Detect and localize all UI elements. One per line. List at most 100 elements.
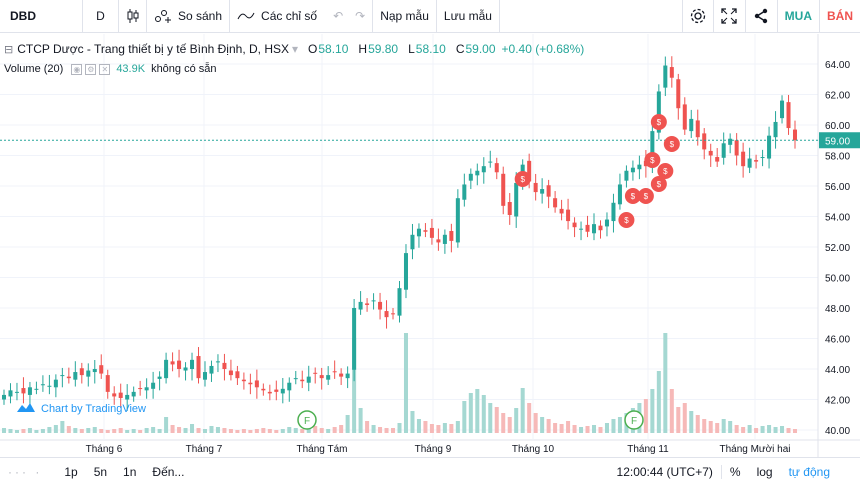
buy-button[interactable]: MUA (778, 0, 820, 33)
symbol-search-button[interactable]: DBD (0, 0, 83, 33)
candle (332, 371, 337, 373)
event-marker-label: F (631, 416, 637, 427)
volume-bar (689, 411, 694, 433)
interval-button[interactable]: D (83, 0, 119, 33)
volume-bar (274, 430, 279, 433)
legend-menu-icon[interactable]: ▾ (292, 42, 299, 56)
volume-bar (391, 428, 396, 433)
candle (410, 234, 415, 250)
candle (105, 375, 110, 392)
candle (604, 219, 609, 227)
candle (702, 133, 707, 150)
dividend-marker: $ (514, 171, 531, 187)
candle (183, 367, 188, 371)
candle (514, 182, 519, 217)
candle (345, 373, 350, 379)
volume-settings-icon[interactable]: ⚙ (85, 63, 97, 75)
legend-collapse-icon[interactable]: ⊟ (4, 43, 14, 56)
percent-scale-button[interactable]: % (729, 465, 741, 479)
volume-legend: Volume (20) ◉ ⚙ ✕ 43.9K không có sẵn (4, 63, 217, 75)
volume-bar (786, 428, 791, 433)
sell-button[interactable]: BÁN (820, 0, 860, 33)
candle (157, 376, 162, 379)
volume-bar (177, 427, 182, 433)
volume-bar (164, 417, 169, 433)
tradingview-brand[interactable]: Chart by TradingView (14, 401, 146, 416)
volume-bar (449, 424, 454, 433)
dividend-marker-label: $ (650, 156, 655, 165)
clock-label: 12:00:44 (UTC+7) (609, 465, 722, 479)
candle (611, 202, 616, 222)
undo-icon[interactable]: ↶ (333, 9, 344, 23)
close-label: C (455, 42, 465, 56)
candle (617, 184, 622, 205)
volume-bar (455, 421, 460, 433)
legend-title: CTCP Dược - Trang thiết bị y tế Bình Địn… (17, 42, 289, 56)
volume-bar (475, 389, 480, 433)
candle (741, 151, 746, 167)
close-value: 59.00 (465, 42, 496, 56)
volume-bar (540, 417, 545, 433)
volume-bar (345, 415, 350, 433)
fullscreen-button[interactable] (714, 0, 746, 33)
volume-bar (384, 428, 389, 433)
redo-icon[interactable]: ↷ (355, 9, 366, 23)
indicators-icon (237, 9, 255, 23)
volume-bar (196, 428, 201, 433)
candle (287, 382, 292, 391)
event-marker: F (297, 410, 317, 430)
candle (339, 373, 344, 377)
volume-bar (442, 423, 447, 433)
load-template-label: Nạp mẫu (380, 9, 429, 23)
volume-bar (695, 415, 700, 433)
brand-label: Chart by TradingView (41, 402, 146, 415)
price-chart[interactable]: 64.00 62.00 60.00 58.00 56.00 54.00 52.00 50.00… (0, 34, 860, 457)
candle (566, 209, 571, 222)
volume-bar (520, 388, 525, 433)
volume-bar (378, 427, 383, 433)
volume-bar (241, 429, 246, 433)
candle (767, 135, 772, 159)
candle (125, 394, 130, 400)
candle (462, 184, 467, 200)
candle (553, 198, 558, 208)
indicators-button[interactable]: Các chỉ số ↶ ↷ (230, 0, 374, 33)
volume-bar (773, 427, 778, 433)
candle (475, 170, 480, 176)
candle (734, 140, 739, 156)
share-button[interactable] (746, 0, 778, 33)
volume-bar (339, 425, 344, 433)
goto-date-button[interactable]: Đến... (152, 465, 185, 479)
candle (481, 166, 486, 173)
close-icon[interactable]: ✕ (99, 63, 111, 75)
candle (241, 379, 246, 382)
candle (455, 198, 460, 243)
eye-icon[interactable]: ◉ (71, 63, 83, 75)
candle (695, 120, 700, 138)
volume-bar (138, 430, 143, 433)
volume-bar (170, 425, 175, 433)
load-template-button[interactable]: Nạp mẫu (373, 0, 437, 33)
volume-bar (468, 393, 473, 433)
chart-style-button[interactable] (119, 0, 147, 33)
auto-scale-button[interactable]: tự động (788, 465, 830, 479)
range-5n-button[interactable]: 5n (93, 465, 108, 479)
log-scale-button[interactable]: log (756, 465, 773, 479)
candle (780, 100, 785, 119)
candle (319, 375, 324, 379)
candle (177, 360, 182, 369)
y-tick-label: 52.00 (825, 243, 850, 254)
y-tick-label: 64.00 (825, 60, 850, 71)
volume-bar (53, 425, 58, 433)
symbol-label: DBD (10, 9, 36, 23)
range-1p-button[interactable]: 1p (64, 465, 78, 479)
candle (501, 173, 506, 206)
volume-bar (598, 427, 603, 433)
range-1n-button[interactable]: 1n (123, 465, 137, 479)
top-toolbar: DBD D So sánh Các chỉ số ↶ ↷ Nạp mẫu Lưu… (0, 0, 860, 33)
save-template-button[interactable]: Lưu mẫu (437, 0, 500, 33)
compare-button[interactable]: So sánh (147, 0, 231, 33)
candle (164, 359, 169, 379)
tradingview-cloud-icon (14, 401, 36, 416)
settings-button[interactable] (681, 0, 714, 33)
